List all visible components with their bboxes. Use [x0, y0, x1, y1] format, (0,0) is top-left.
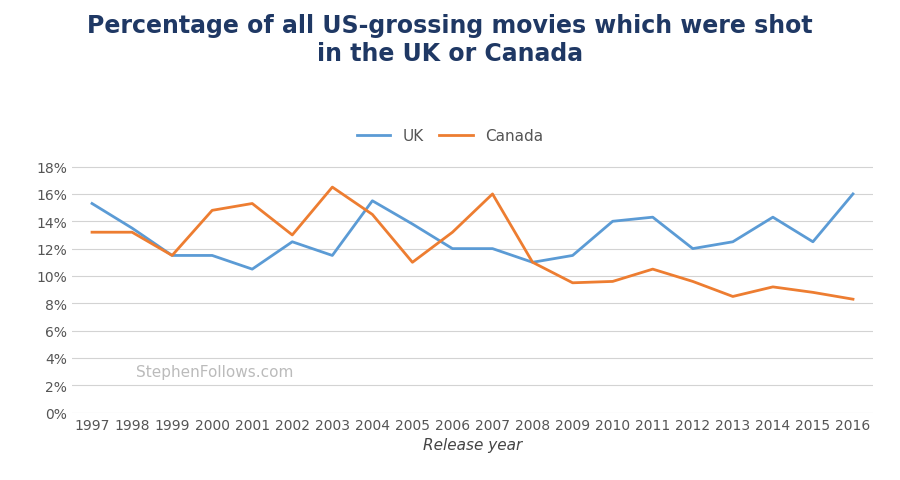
Canada [407, 260, 418, 265]
UK [287, 240, 298, 245]
UK [247, 267, 257, 273]
UK [567, 253, 578, 259]
UK [127, 226, 138, 231]
UK [807, 240, 818, 245]
UK [527, 260, 538, 265]
Canada [608, 279, 618, 285]
Canada [166, 253, 177, 259]
Canada [247, 201, 257, 207]
UK [86, 201, 97, 207]
Canada [207, 208, 218, 214]
UK [407, 222, 418, 228]
Line: UK: UK [92, 194, 853, 270]
UK [327, 253, 338, 259]
Canada [647, 267, 658, 273]
UK [608, 219, 618, 225]
Text: Percentage of all US-grossing movies which were shot
in the UK or Canada: Percentage of all US-grossing movies whi… [87, 14, 813, 66]
UK [447, 246, 458, 252]
X-axis label: Release year: Release year [423, 437, 522, 452]
UK [688, 246, 698, 252]
Canada [688, 279, 698, 285]
Canada [127, 230, 138, 236]
Legend: UK, Canada: UK, Canada [351, 123, 549, 150]
Canada [807, 290, 818, 296]
Text: StephenFollows.com: StephenFollows.com [136, 364, 293, 379]
Canada [848, 297, 859, 302]
Line: Canada: Canada [92, 188, 853, 300]
Canada [86, 230, 97, 236]
UK [207, 253, 218, 259]
Canada [447, 230, 458, 236]
UK [647, 215, 658, 221]
UK [768, 215, 778, 221]
Canada [327, 185, 338, 191]
Canada [487, 192, 498, 197]
Canada [727, 294, 738, 300]
Canada [768, 285, 778, 290]
UK [367, 198, 378, 204]
UK [727, 240, 738, 245]
UK [166, 253, 177, 259]
UK [848, 192, 859, 197]
Canada [287, 233, 298, 239]
Canada [527, 260, 538, 265]
UK [487, 246, 498, 252]
Canada [567, 280, 578, 286]
Canada [367, 212, 378, 218]
